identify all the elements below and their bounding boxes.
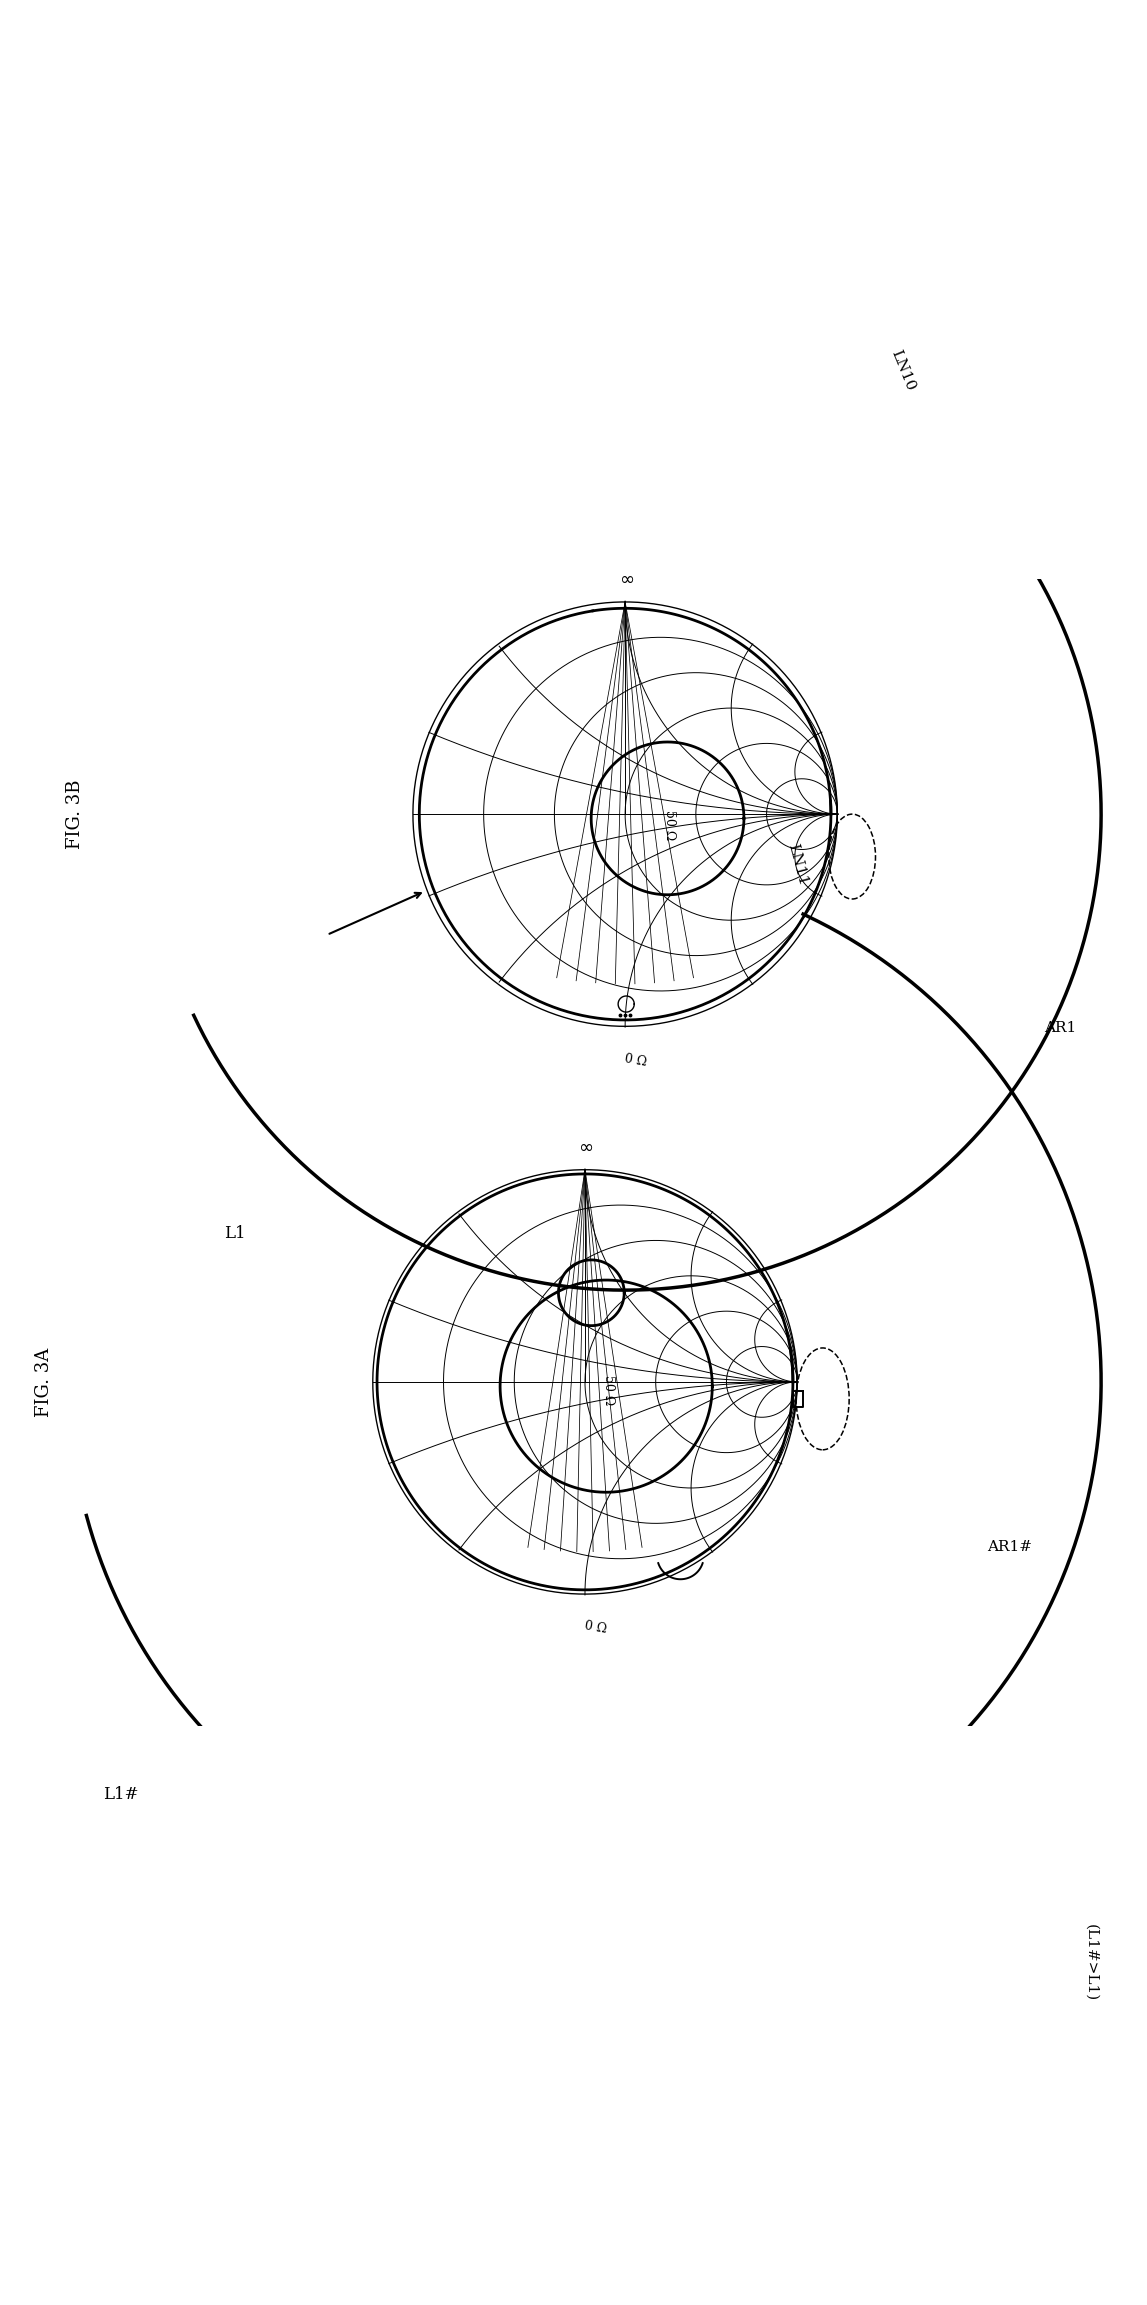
- Text: 50 Ω: 50 Ω: [602, 1376, 615, 1406]
- Text: AR1: AR1: [1044, 1021, 1076, 1035]
- Text: L1#: L1#: [103, 1786, 138, 1803]
- Text: $\infty$: $\infty$: [618, 569, 634, 588]
- Text: FIG. 3A: FIG. 3A: [34, 1348, 53, 1418]
- Text: 50 Ω: 50 Ω: [663, 809, 677, 839]
- Text: LN10: LN10: [888, 348, 918, 392]
- Text: LN11: LN11: [785, 841, 810, 887]
- Text: L1: L1: [224, 1224, 245, 1242]
- Text: FIG. 3B: FIG. 3B: [65, 779, 84, 848]
- Text: $\infty$: $\infty$: [578, 1139, 594, 1155]
- Text: 0 Ω: 0 Ω: [584, 1620, 608, 1637]
- Text: AR1#: AR1#: [988, 1540, 1032, 1554]
- Text: 0 Ω: 0 Ω: [624, 1051, 648, 1070]
- Text: (L1#>L1): (L1#>L1): [1084, 1925, 1098, 2001]
